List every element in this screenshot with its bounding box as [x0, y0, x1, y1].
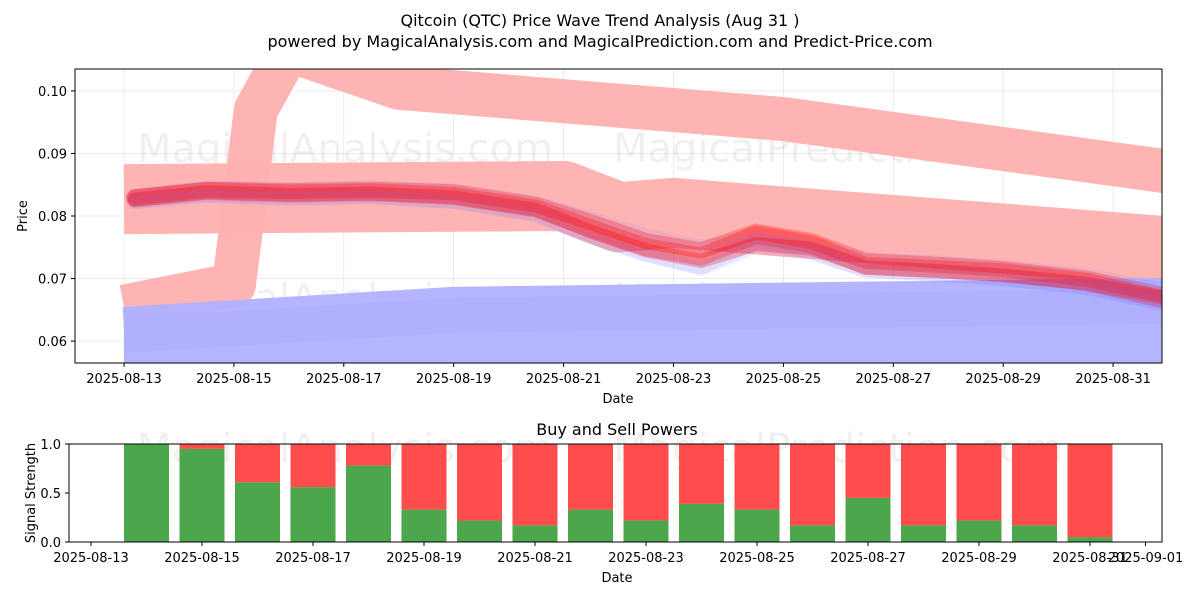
buy-bar: [346, 465, 391, 542]
sell-bar: [623, 444, 669, 521]
sell-bar: [290, 444, 336, 488]
power-x-tick-label: 2025-09-01: [1108, 551, 1184, 566]
power-x-tick-label: 2025-08-27: [830, 551, 906, 566]
power-x-ticks: 2025-08-13 2025-08-15 2025-08-17 2025-08-19…: [53, 542, 1183, 566]
power-y-ticks: 0.0 0.5 1.0: [40, 438, 69, 551]
price-trend-1: [125, 181, 1162, 309]
price-y-tick-label: 0.06: [38, 335, 67, 350]
buy-bar: [179, 448, 225, 542]
power-x-tick-label: 2025-08-31: [1052, 551, 1128, 566]
buy-bar: [623, 520, 669, 542]
price-band-fill: [124, 288, 1162, 363]
power-x-label: Date: [601, 571, 632, 586]
buy-bar: [235, 482, 280, 542]
price-trend-2: [126, 185, 1162, 311]
power-x-tick-label: 2025-08-23: [608, 551, 684, 566]
price-trend-4: [127, 180, 1162, 298]
buy-bar: [1067, 537, 1113, 542]
sell-bar: [734, 444, 780, 510]
price-x-tick-label: 2025-08-21: [526, 372, 602, 387]
buy-bar: [124, 444, 169, 542]
buy-bar: [1012, 525, 1057, 542]
power-x-tick-label: 2025-08-25: [719, 551, 795, 566]
price-bands: [119, 69, 1162, 363]
sell-bar: [679, 444, 724, 504]
price-trend-6: [128, 189, 1162, 311]
price-band-wave-a: [119, 69, 1162, 329]
sell-bar: [1067, 444, 1113, 538]
sell-bar: [235, 444, 280, 483]
buy-bar: [401, 509, 447, 542]
sell-bar: [457, 444, 502, 521]
price-y-ticks: 0.06 0.07 0.08 0.09 0.10: [38, 85, 75, 350]
price-x-tick-label: 2025-08-19: [416, 372, 492, 387]
power-y-tick-label: 0.5: [40, 487, 61, 502]
sell-bar: [401, 444, 447, 510]
buy-bar: [568, 509, 613, 542]
buy-bar: [679, 503, 724, 542]
price-x-tick-label: 2025-08-27: [856, 372, 932, 387]
power-x-tick-label: 2025-08-17: [275, 551, 351, 566]
sell-bar: [790, 444, 835, 526]
price-x-tick-label: 2025-08-17: [306, 372, 382, 387]
price-y-label: Price: [16, 200, 31, 232]
power-x-tick-label: 2025-08-21: [497, 551, 573, 566]
power-x-tick-label: 2025-08-29: [941, 551, 1017, 566]
price-x-label: Date: [602, 392, 633, 407]
price-y-tick-label: 0.09: [38, 147, 67, 162]
power-x-tick-label: 2025-08-19: [386, 551, 462, 566]
power-x-tick-label: 2025-08-15: [164, 551, 240, 566]
price-trend-5: [127, 185, 1162, 305]
price-y-tick-label: 0.07: [38, 273, 67, 288]
sell-bar: [956, 444, 1002, 521]
sell-bar: [346, 444, 391, 466]
buy-bar: [901, 525, 946, 542]
price-trend-lines: [125, 180, 1162, 311]
price-x-tick-label: 2025-08-15: [196, 372, 272, 387]
buy-bar: [457, 520, 502, 542]
price-x-ticks: 2025-08-13 2025-08-15 2025-08-17 2025-08-19…: [86, 363, 1151, 387]
price-x-tick-label: 2025-08-29: [965, 372, 1041, 387]
chart-title: Qitcoin (QTC) Price Wave Trend Analysis …: [401, 11, 800, 30]
buy-bar: [845, 497, 891, 542]
sell-bar: [845, 444, 891, 498]
sell-bar: [179, 444, 225, 449]
price-y-tick-label: 0.08: [38, 210, 67, 225]
sell-bar: [512, 444, 558, 526]
price-x-tick-label: 2025-08-13: [86, 372, 162, 387]
price-trend-3: [126, 181, 1162, 303]
price-x-tick-label: 2025-08-31: [1075, 372, 1151, 387]
price-band-wave-b: [123, 160, 1162, 287]
buy-bar: [734, 509, 780, 542]
power-x-tick-label: 2025-08-13: [53, 551, 129, 566]
price-x-tick-label: 2025-08-23: [636, 372, 712, 387]
sell-bar: [901, 444, 946, 526]
buy-bar: [790, 525, 835, 542]
power-y-label: Signal Strength: [24, 443, 39, 543]
power-bars: [124, 444, 1113, 542]
power-y-tick-label: 1.0: [40, 438, 61, 453]
sell-bar: [1012, 444, 1057, 526]
power-title: Buy and Sell Powers: [536, 420, 698, 439]
power-y-tick-label: 0.0: [40, 536, 61, 551]
buy-bar: [512, 525, 558, 542]
buy-bar: [956, 520, 1002, 542]
chart-subtitle: powered by MagicalAnalysis.com and Magic…: [267, 32, 932, 51]
sell-bar: [568, 444, 613, 510]
price-x-tick-label: 2025-08-25: [746, 372, 822, 387]
price-y-tick-label: 0.10: [38, 85, 67, 100]
buy-bar: [290, 487, 336, 542]
